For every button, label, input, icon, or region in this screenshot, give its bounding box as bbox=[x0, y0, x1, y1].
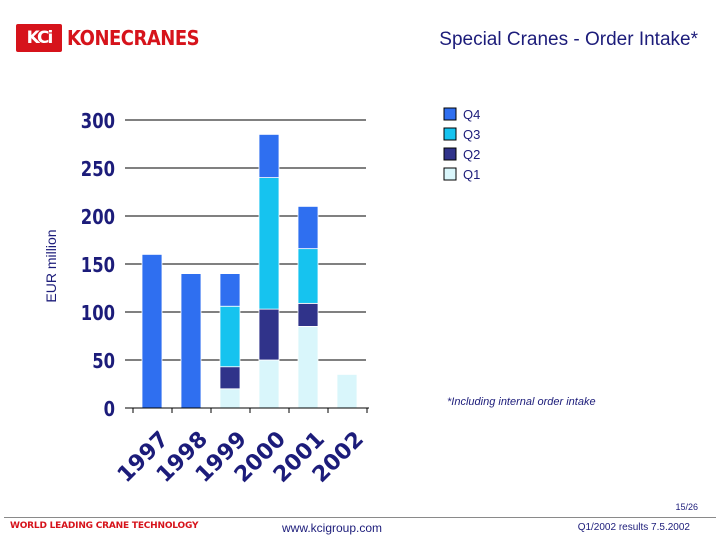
bar-segment bbox=[297, 205, 319, 250]
bar-segment bbox=[258, 359, 280, 409]
bar-segment bbox=[258, 177, 280, 310]
bar-segment bbox=[297, 302, 319, 327]
kci-logo-icon: KCi bbox=[16, 24, 62, 52]
bar-segment bbox=[219, 366, 241, 390]
bar-segment bbox=[219, 273, 241, 307]
bar-segment bbox=[219, 388, 241, 409]
legend-label: Q1 bbox=[463, 167, 480, 182]
legend-swatch bbox=[443, 127, 457, 141]
y-tick-label: 0 bbox=[104, 399, 115, 422]
y-tick-label: 200 bbox=[81, 207, 115, 230]
y-tick-label: 300 bbox=[81, 111, 115, 134]
y-tick-label: 250 bbox=[81, 159, 115, 182]
chart-annotation: *Including internal order intake bbox=[447, 396, 596, 408]
legend-swatch bbox=[443, 147, 457, 161]
bar-segment bbox=[219, 305, 241, 368]
y-tick-label: 100 bbox=[81, 303, 115, 326]
footer-report-date: Q1/2002 results 7.5.2002 bbox=[577, 522, 690, 533]
y-tick-label: 150 bbox=[81, 255, 115, 278]
footer-website: www.kcigroup.com bbox=[282, 521, 383, 535]
legend-swatch bbox=[443, 107, 457, 121]
bar-segment bbox=[258, 308, 280, 361]
y-tick-label: 50 bbox=[92, 351, 115, 374]
legend-label: Q2 bbox=[463, 147, 480, 162]
bar-segment bbox=[141, 253, 163, 409]
konecranes-logo: KCi KONECRANES bbox=[16, 24, 200, 52]
logo-text: KONECRANES bbox=[67, 25, 200, 51]
bar-segment bbox=[258, 133, 280, 178]
bar-segment bbox=[336, 373, 358, 409]
footer-tagline: WORLD LEADING CRANE TECHNOLOGY bbox=[10, 521, 199, 531]
page-number: 15/26 bbox=[675, 502, 698, 512]
legend-label: Q4 bbox=[463, 107, 480, 122]
bar-segment bbox=[180, 273, 202, 409]
bar-segment bbox=[297, 248, 319, 304]
bar-segment bbox=[297, 325, 319, 409]
footer-divider bbox=[4, 517, 716, 518]
legend-label: Q3 bbox=[463, 127, 480, 142]
legend-swatch bbox=[443, 167, 457, 181]
slide-title: Special Cranes - Order Intake* bbox=[439, 29, 698, 50]
y-axis-label: EUR million bbox=[43, 229, 59, 302]
